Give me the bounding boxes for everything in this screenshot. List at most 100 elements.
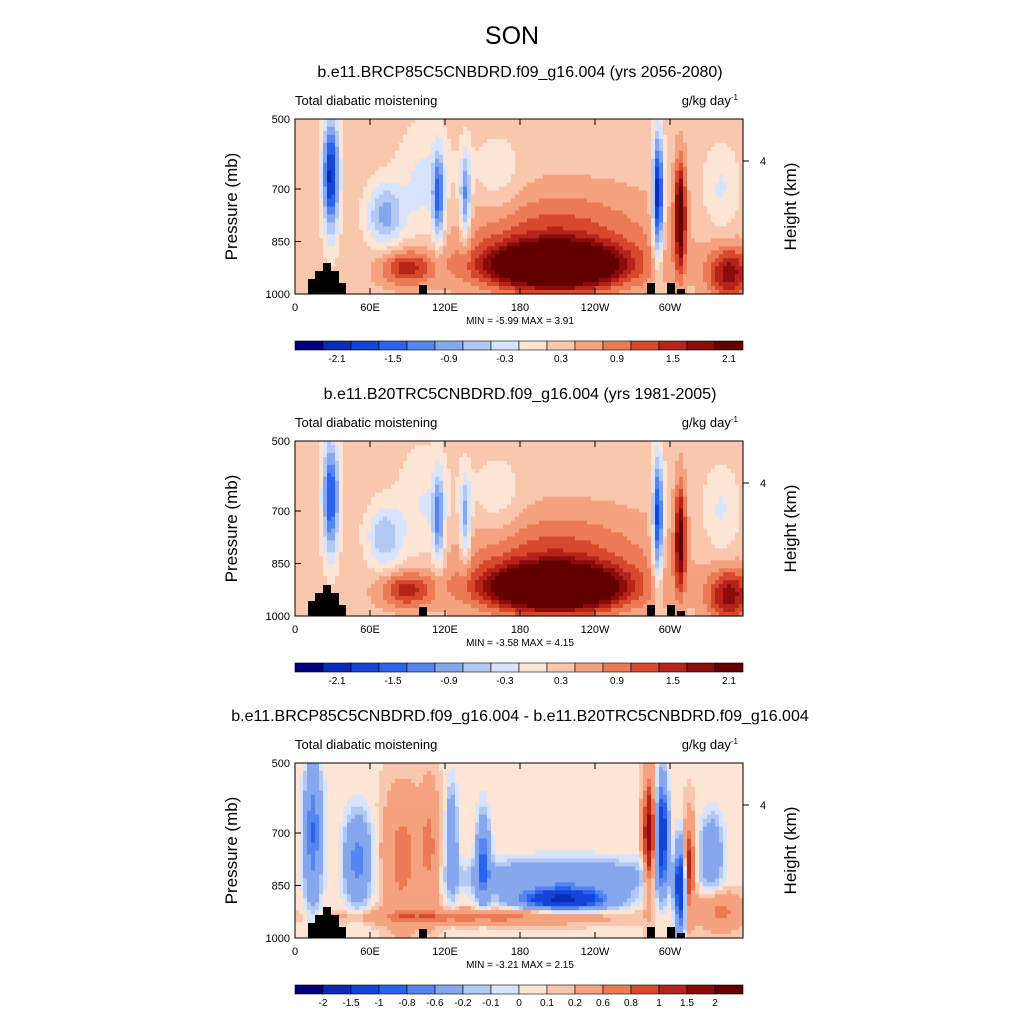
contour-cell: [683, 126, 688, 132]
contour-cell: [623, 126, 628, 132]
contour-cell: [347, 170, 352, 176]
contour-cell: [463, 198, 468, 204]
contour-cell: [615, 254, 620, 259]
contour-cell: [463, 194, 468, 200]
contour-cell: [515, 234, 520, 239]
contour-cell: [543, 202, 548, 208]
contour-cell: [643, 166, 648, 172]
contour-cell: [487, 210, 492, 216]
contour-cell: [479, 270, 484, 275]
contour-cell: [639, 266, 644, 271]
contour-cell: [299, 158, 304, 164]
contour-cell: [607, 190, 612, 196]
contour-cell: [731, 246, 736, 251]
contour-cell: [355, 146, 360, 152]
contour-cell: [395, 198, 400, 204]
contour-cell: [579, 178, 584, 184]
contour-cell: [707, 150, 712, 156]
contour-cell: [327, 238, 332, 243]
contour-cell: [639, 274, 644, 279]
contour-cell: [307, 186, 312, 192]
contour-cell: [719, 182, 724, 188]
contour-cell: [387, 119, 392, 124]
contour-cell: [407, 190, 412, 196]
contour-cell: [735, 186, 740, 192]
contour-cell: [407, 222, 412, 227]
contour-cell: [427, 166, 432, 172]
contour-cell: [623, 278, 628, 283]
contour-cell: [323, 154, 328, 160]
contour-cell: [719, 266, 724, 271]
contour-cell: [303, 126, 308, 132]
contour-cell: [471, 119, 476, 124]
contour-cell: [511, 174, 516, 180]
contour-cell: [531, 266, 536, 271]
colorbar-swatch: [714, 340, 744, 351]
contour-cell: [335, 166, 340, 172]
contour-cell: [447, 278, 452, 283]
contour-cell: [675, 234, 680, 239]
contour-cell: [699, 182, 704, 188]
contour-cell: [327, 126, 332, 132]
contour-cell: [619, 150, 624, 156]
contour-cell: [639, 126, 644, 132]
contour-cell: [487, 130, 492, 136]
contour-cell: [447, 234, 452, 239]
contour-cell: [603, 234, 608, 239]
contour-cell: [471, 170, 476, 176]
contour-cell: [443, 254, 448, 259]
contour-cell: [711, 158, 716, 164]
contour-cell: [315, 242, 320, 247]
contour-cell: [383, 174, 388, 180]
contour-cell: [323, 146, 328, 152]
contour-cell: [647, 138, 652, 144]
contour-cell: [559, 182, 564, 188]
contour-cell: [683, 198, 688, 204]
contour-cell: [595, 194, 600, 200]
contour-cell: [399, 182, 404, 188]
contour-cell: [311, 166, 316, 172]
contour-cell: [551, 154, 556, 160]
contour-cell: [355, 290, 360, 295]
contour-cell: [355, 194, 360, 200]
contour-cell: [423, 182, 428, 188]
contour-cell: [295, 210, 300, 216]
land-block: [419, 285, 427, 294]
contour-cell: [687, 126, 692, 132]
contour-cell: [663, 274, 668, 279]
contour-cell: [523, 130, 528, 136]
contour-cell: [663, 250, 668, 255]
contour-cell: [427, 242, 432, 247]
contour-cell: [371, 218, 376, 224]
contour-cell: [615, 218, 620, 224]
contour-cell: [399, 274, 404, 279]
contour-cell: [339, 154, 344, 160]
contour-cell: [367, 278, 372, 283]
contour-cell: [395, 266, 400, 271]
contour-cell: [439, 134, 444, 140]
contour-cell: [515, 270, 520, 275]
contour-cell: [683, 190, 688, 196]
contour-cell: [683, 234, 688, 239]
contour-cell: [591, 122, 596, 128]
contour-cell: [723, 194, 728, 200]
contour-cell: [575, 254, 580, 259]
contour-cell: [587, 230, 592, 235]
contour-cell: [407, 266, 412, 271]
contour-cell: [655, 206, 660, 212]
contour-cell: [571, 290, 576, 295]
contour-cell: [563, 182, 568, 188]
contour-cell: [551, 230, 556, 235]
contour-cell: [415, 230, 420, 235]
y-right-tick-label: 4: [760, 156, 766, 168]
contour-cell: [427, 218, 432, 224]
contour-cell: [595, 230, 600, 235]
contour-cell: [415, 246, 420, 251]
contour-cell: [327, 174, 332, 180]
contour-cell: [695, 254, 700, 259]
contour-cell: [707, 214, 712, 220]
contour-cell: [651, 258, 656, 263]
contour-cell: [583, 230, 588, 235]
contour-cell: [599, 218, 604, 224]
contour-cell: [343, 254, 348, 259]
